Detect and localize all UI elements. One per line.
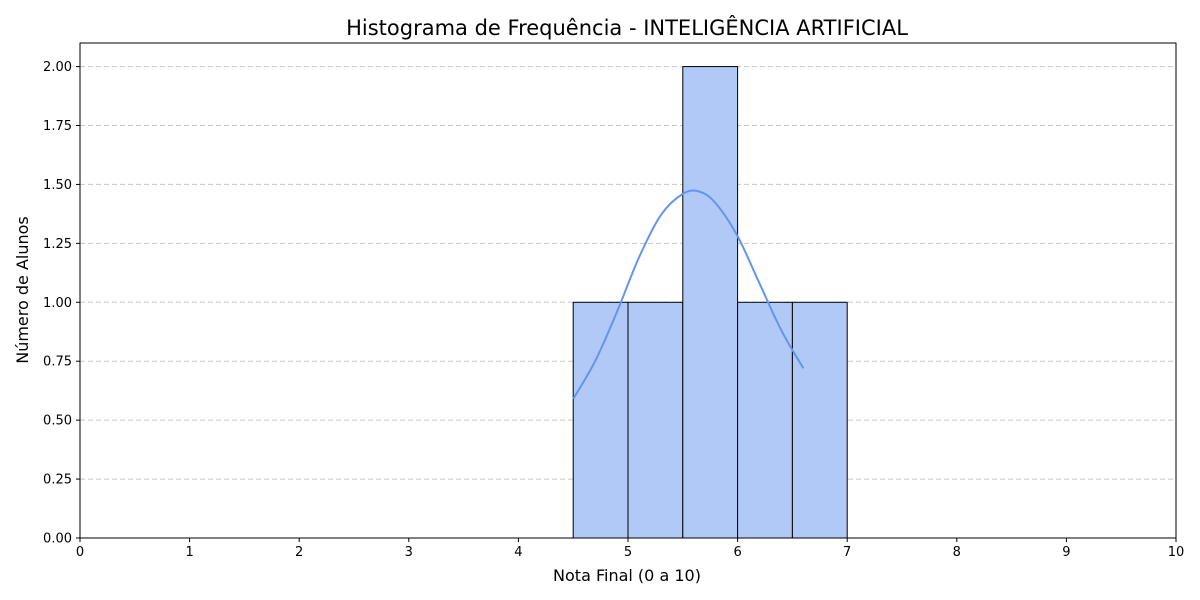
histogram-bars <box>572 66 848 539</box>
x-tick-label: 10 <box>1168 545 1185 560</box>
x-tick-label: 5 <box>624 545 632 560</box>
y-tick-label: 0.75 <box>43 355 72 370</box>
y-axis-ticks: 0.00 0.25 0.50 0.75 1.00 1.25 1.50 1.75 2.00 <box>43 60 80 547</box>
x-tick-label: 7 <box>843 545 851 560</box>
y-tick-label: 2.00 <box>43 60 72 75</box>
y-tick-label: 1.00 <box>43 296 72 311</box>
x-axis-ticks: 0 1 2 3 4 5 6 7 8 9 10 <box>76 538 1184 560</box>
x-tick-label: 1 <box>185 545 193 560</box>
x-tick-label: 0 <box>76 545 84 560</box>
histogram-bar <box>791 301 848 539</box>
y-tick-label: 1.25 <box>43 237 72 252</box>
y-tick-label: 0.50 <box>43 414 72 429</box>
chart-title: Histograma de Frequência - INTELIGÊNCIA … <box>346 15 908 40</box>
x-axis-label: Nota Final (0 a 10) <box>553 566 701 585</box>
y-axis-label: Número de Alunos <box>13 216 32 364</box>
y-tick-label: 1.75 <box>43 119 72 134</box>
x-tick-label: 2 <box>295 545 303 560</box>
x-tick-label: 3 <box>405 545 413 560</box>
histogram-bar <box>572 301 629 539</box>
kde-curve <box>572 189 805 400</box>
y-tick-label: 0.00 <box>43 532 72 547</box>
x-tick-label: 4 <box>514 545 522 560</box>
y-tick-label: 1.50 <box>43 178 72 193</box>
kde-curve-group <box>572 189 805 400</box>
x-tick-label: 8 <box>953 545 961 560</box>
y-tick-label: 0.25 <box>43 473 72 488</box>
histogram-bar <box>627 301 684 539</box>
x-tick-label: 9 <box>1062 545 1070 560</box>
x-tick-label: 6 <box>733 545 741 560</box>
histogram-bar <box>682 66 739 539</box>
histogram-bar <box>737 301 793 539</box>
